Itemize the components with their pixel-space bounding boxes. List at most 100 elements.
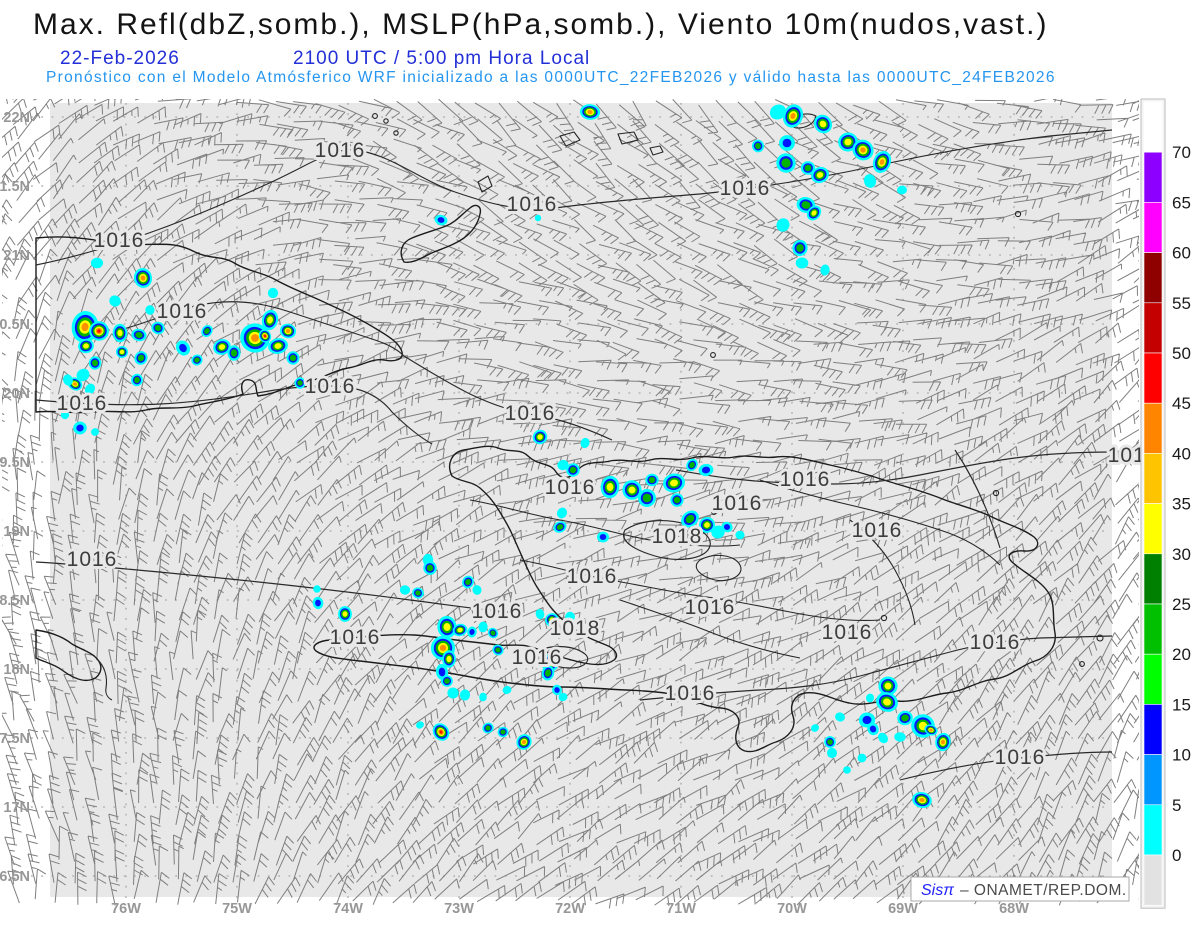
cell-ring-cy (478, 621, 488, 633)
cell-ring-cy (63, 374, 73, 386)
cell-ring-gr (204, 328, 210, 334)
cell-ring-bl (315, 599, 321, 607)
cell-ring-cy (447, 687, 459, 699)
lon-tick-label: 70W (777, 901, 807, 917)
mslp-isobars (35, 129, 1113, 781)
isobar-value-label: 1016 (157, 300, 208, 323)
reflectivity-cell (261, 309, 279, 331)
colorbar-tick-label: 35 (1172, 495, 1191, 514)
cell-ring-bl (869, 725, 877, 733)
cell-ring-bl (437, 217, 445, 223)
reflectivity-cell (698, 463, 714, 477)
cell-ring-or (81, 322, 89, 332)
cell-ring-ye (883, 698, 891, 706)
interior-contour-5 (849, 519, 916, 626)
isobar-value-label: 1016 (685, 596, 736, 619)
forecast-date: 22-Feb-2026 (60, 48, 180, 69)
reflectivity-cell (769, 104, 787, 120)
cell-ring-bl (554, 687, 560, 693)
cell-ring-re (97, 329, 101, 333)
interior-contour-1 (469, 499, 741, 547)
reflectivity-cell (545, 613, 559, 627)
reflectivity-cell (478, 621, 488, 633)
cell-ring-ye (819, 120, 827, 128)
reflectivity-cell (912, 791, 932, 809)
colorbar-segment (1143, 202, 1163, 253)
lat-tick-label: 7.5N (0, 731, 30, 747)
reflectivity-cell (597, 531, 609, 543)
reflectivity-cell (145, 305, 155, 315)
reflectivity-cell (497, 726, 509, 738)
reflectivity-cell (516, 734, 532, 750)
reflectivity-cell (800, 161, 816, 175)
cell-ring-cy (827, 747, 837, 759)
isobar-1016-hispaniola-north (675, 451, 1113, 485)
cell-ring-cy (556, 507, 568, 519)
watermark-label: – ONAMET/REP.DOM. (960, 882, 1127, 899)
cell-ring-gr (154, 324, 162, 332)
isobar-1018-loop (623, 520, 711, 560)
cell-ring-cy (145, 305, 155, 315)
cell-ring-gr (490, 630, 496, 636)
cell-ring-gr (91, 359, 99, 367)
reflectivity-cell (580, 437, 590, 449)
cell-ring-gr (485, 725, 491, 731)
cell-ring-cy (820, 264, 830, 276)
reflectivity-cell (751, 139, 765, 153)
interior-contour-6 (695, 554, 742, 582)
isobar-value-label: 1016 (305, 375, 356, 398)
island-caicos-1 (559, 131, 581, 147)
cell-ring-ye (537, 434, 543, 440)
reflectivity-cell (452, 623, 468, 637)
lat-tick-label: 8.5N (0, 593, 30, 609)
cell-ring-gr (804, 164, 812, 172)
reflectivity-cell (91, 428, 99, 436)
reflectivity-cell (820, 264, 830, 276)
reflectivity-cell (670, 493, 684, 507)
cell-ring-cy (535, 608, 545, 620)
cell-ring-or (879, 159, 885, 165)
reflectivity-cell (686, 458, 698, 472)
isobar-value-label: 1016 (512, 646, 563, 669)
reflectivity-cell (827, 747, 837, 759)
reflectivity-cell (131, 373, 143, 387)
lat-tick-label: 22N (3, 110, 30, 126)
cell-ring-ye (549, 617, 555, 623)
cell-ring-bl (723, 524, 731, 530)
reflectivity-cell (857, 753, 867, 763)
reflectivity-cell (557, 459, 569, 471)
reflectivity-cell (843, 766, 851, 774)
watermark: Sisπ – ONAMET/REP.DOM. (910, 876, 1130, 902)
reflectivity-cell (213, 339, 231, 355)
cell-ring-or (251, 334, 259, 342)
reflectivity-cell (84, 383, 96, 395)
cell-ring-gr (689, 462, 695, 468)
colorbar-segment (1143, 804, 1163, 856)
isobar-value-label: 1016 (995, 746, 1046, 769)
cell-ring-gr (465, 578, 471, 586)
reflectivity-cell (76, 368, 90, 382)
reflectivity-cell (90, 257, 104, 269)
isobar-value-label: 1018 (652, 525, 703, 548)
cell-ring-cy (267, 287, 279, 299)
colorbar-segment (1143, 854, 1163, 906)
cell-ring-cy (534, 214, 542, 222)
cell-ring-ye (446, 655, 452, 663)
watermark-brand: Sisπ (921, 882, 954, 899)
cell-ring-or (73, 382, 77, 386)
lat-tick-label: 17N (3, 800, 30, 816)
reflectivity-cell (487, 627, 499, 639)
coastline-hispaniola (313, 445, 1056, 753)
cell-ring-ye (83, 343, 89, 349)
reflectivity-cell (792, 239, 808, 257)
reflectivity-cell (535, 608, 545, 620)
reflectivity-cell (133, 268, 153, 288)
colorbar-segment (1143, 553, 1163, 605)
cell-ring-ye (342, 611, 348, 617)
lon-tick-label: 69W (888, 901, 918, 917)
reflectivity-cell (782, 104, 804, 128)
reflectivity-cell (416, 721, 424, 729)
cell-ring-or (522, 739, 526, 745)
reflectivity-cell (711, 525, 725, 539)
